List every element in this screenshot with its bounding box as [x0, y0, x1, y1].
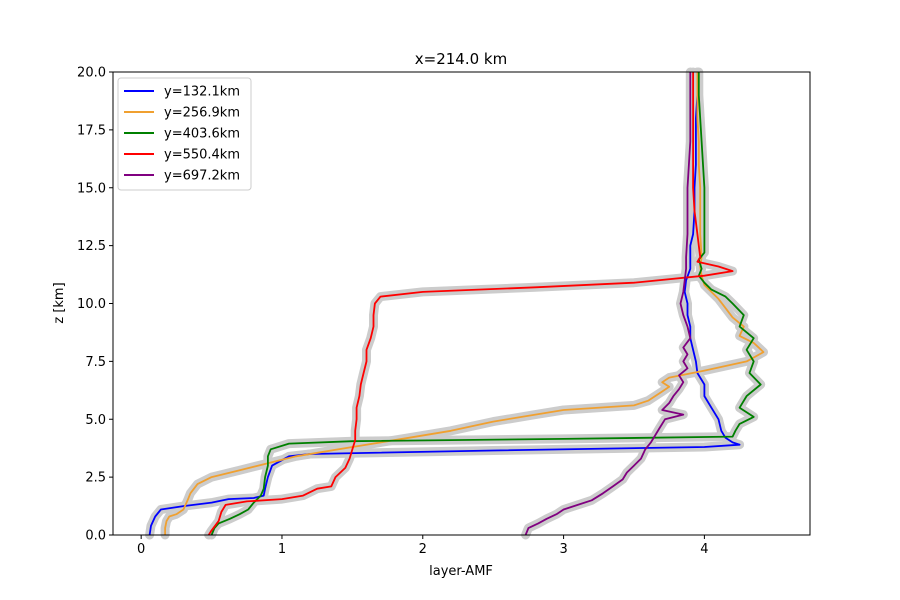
legend-label: y=403.6km [164, 127, 240, 142]
x-tick-label: 1 [278, 542, 286, 557]
series-lines [148, 72, 765, 536]
x-axis-label: layer-AMF [429, 564, 493, 579]
uncertainty-band-5 [521, 67, 695, 540]
chart-title: x=214.0 km [415, 50, 507, 68]
series-line-5 [524, 72, 692, 536]
x-tick-label: 4 [700, 542, 708, 557]
legend-box [117, 77, 252, 191]
x-axis: 0 1 2 3 4 [137, 535, 709, 557]
uncertainty-band-4 [204, 67, 738, 540]
series-line-4 [207, 72, 734, 536]
y-tick-label: 5.0 [85, 413, 106, 428]
y-tick-label: 17.5 [77, 123, 106, 138]
legend-label: y=132.1km [164, 85, 240, 100]
y-tick-label: 10.0 [77, 297, 106, 312]
y-tick-label: 20.0 [77, 66, 106, 81]
legend: y=132.1km y=256.9km y=403.6km y=550.4km y=69… [117, 77, 252, 191]
y-tick-label: 15.0 [77, 181, 106, 196]
series-line-3 [210, 72, 762, 536]
legend-label: y=550.4km [164, 148, 240, 163]
y-axis: 0.0 2.5 5.0 7.5 10.0 12.5 15.0 17.5 20.0 [77, 66, 113, 544]
y-axis-label: z [km] [52, 282, 67, 323]
series-line-2 [164, 72, 765, 535]
y-tick-label: 2.5 [85, 471, 106, 486]
y-tick-label: 0.0 [85, 529, 106, 544]
legend-label: y=697.2km [164, 169, 240, 184]
series-line-1 [148, 72, 741, 536]
y-tick-label: 7.5 [85, 355, 106, 370]
legend-label: y=256.9km [164, 106, 240, 121]
x-tick-label: 0 [137, 542, 145, 557]
x-tick-label: 2 [419, 542, 427, 557]
y-tick-label: 12.5 [77, 239, 106, 254]
x-tick-label: 3 [559, 542, 567, 557]
